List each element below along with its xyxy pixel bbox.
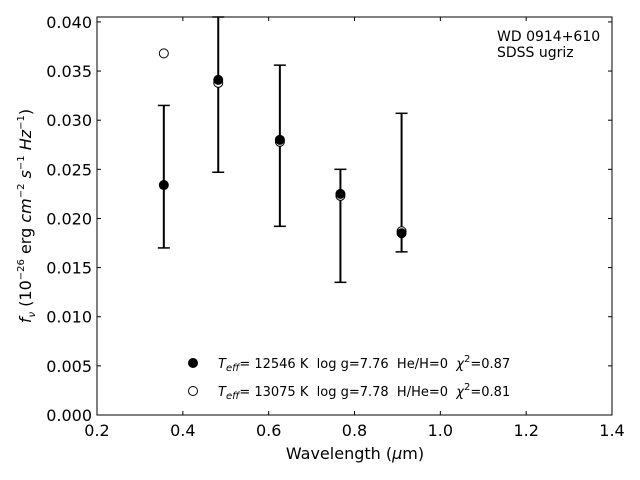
y-tick-label: 0.025 [46,160,92,179]
data-point-filled [213,74,224,85]
y-tick-label: 0.005 [46,357,92,376]
data-point-filled [335,188,346,199]
legend-label-1: Teff= 12546 K log g=7.76 He/H=0 χ2=0.87 [218,354,510,374]
ticks-layer: 0.2 0.4 0.6 0.8 1.0 1.2 1.4 0.000 0.005 0.010 0.01… [46,13,625,440]
data-point-filled [274,134,285,145]
y-tick-label: 0.015 [46,259,92,278]
x-tick-label: 0.4 [170,421,195,440]
x-axis-title: Wavelength (μm) [286,444,424,463]
x-tick-label: 1.2 [513,421,538,440]
points-layer [158,48,407,239]
y-tick-label: 0.030 [46,111,92,130]
legend-label-2: Teff= 13075 K log g=7.78 H/He=0 χ2=0.81 [218,382,510,402]
plot-frame [96,16,613,416]
y-tick-label: 0.010 [46,308,92,327]
x-tick-label: 0.8 [342,421,367,440]
data-point-filled [396,228,407,239]
data-point-filled [158,180,169,191]
annotation-line-2: SDSS ugriz [497,45,574,61]
legend: Teff= 12546 K log g=7.76 He/H=0 χ2=0.87 … [188,354,510,402]
x-tick-label: 0.2 [84,421,109,440]
y-axis-title: fν (10−26 erg cm−2 s−1 Hz−1) [16,109,38,323]
data-point-open [158,48,169,59]
legend-marker-filled [188,358,198,368]
y-tick-label: 0.035 [46,62,92,81]
y-tick-label: 0.020 [46,209,92,228]
y-tick-label: 0.040 [46,13,92,32]
errorbars-layer [157,16,408,284]
x-tick-label: 1.4 [599,421,624,440]
annotation-line-1: WD 0914+610 [497,29,600,45]
x-tick-label: 1.0 [428,421,453,440]
y-tick-label: 0.000 [46,406,92,425]
x-tick-label: 0.6 [256,421,281,440]
legend-marker-open [188,386,198,396]
